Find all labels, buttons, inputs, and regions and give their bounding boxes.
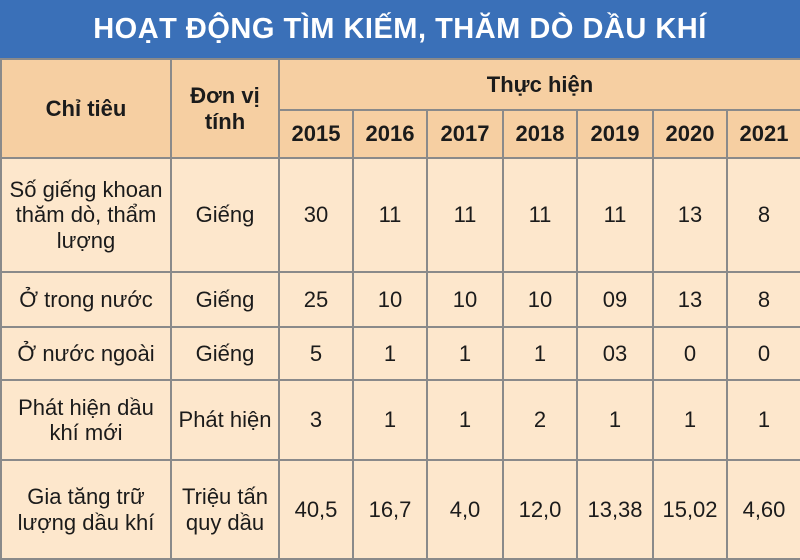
value-cell: 15,02: [652, 459, 728, 560]
year-header: 2016: [352, 109, 428, 159]
table-row: Phát hiện dầu khí mới Phát hiện 3 1 1 2 …: [0, 379, 800, 461]
value-cell: 0: [652, 326, 728, 381]
oil-gas-exploration-table: Chỉ tiêu Đơn vị tính Thực hiện 2015 2016…: [0, 58, 800, 560]
value-cell: 1: [426, 326, 504, 381]
value-cell: 0: [726, 326, 800, 381]
value-cell: 11: [426, 157, 504, 273]
value-cell: 5: [278, 326, 354, 381]
value-cell: 2: [502, 379, 578, 461]
value-cell: 1: [352, 379, 428, 461]
value-cell: 11: [352, 157, 428, 273]
table-title: HOẠT ĐỘNG TÌM KIẾM, THĂM DÒ DẦU KHÍ: [0, 0, 800, 58]
value-cell: 25: [278, 271, 354, 328]
table-row: Gia tăng trữ lượng dầu khí Triệu tấn quy…: [0, 459, 800, 560]
year-header: 2021: [726, 109, 800, 159]
value-cell: 4,0: [426, 459, 504, 560]
value-cell: 16,7: [352, 459, 428, 560]
value-cell: 10: [502, 271, 578, 328]
row-label: Ở nước ngoài: [0, 326, 172, 381]
value-cell: 3: [278, 379, 354, 461]
value-cell: 1: [352, 326, 428, 381]
value-cell: 13: [652, 157, 728, 273]
value-cell: 13,38: [576, 459, 654, 560]
header-performed: Thực hiện: [278, 58, 800, 111]
row-unit: Giếng: [170, 157, 280, 273]
value-cell: 12,0: [502, 459, 578, 560]
value-cell: 4,60: [726, 459, 800, 560]
year-header: 2018: [502, 109, 578, 159]
table-row: Ở trong nước Giếng 25 10 10 10 09 13 8: [0, 271, 800, 328]
header-indicator: Chỉ tiêu: [0, 58, 172, 159]
value-cell: 1: [726, 379, 800, 461]
value-cell: 1: [426, 379, 504, 461]
value-cell: 11: [502, 157, 578, 273]
value-cell: 40,5: [278, 459, 354, 560]
value-cell: 1: [576, 379, 654, 461]
value-cell: 1: [652, 379, 728, 461]
row-label: Gia tăng trữ lượng dầu khí: [0, 459, 172, 560]
value-cell: 10: [426, 271, 504, 328]
year-header: 2015: [278, 109, 354, 159]
row-unit: Phát hiện: [170, 379, 280, 461]
row-unit: Triệu tấn quy dầu: [170, 459, 280, 560]
table-row: Ở nước ngoài Giếng 5 1 1 1 03 0 0: [0, 326, 800, 381]
value-cell: 1: [502, 326, 578, 381]
value-cell: 30: [278, 157, 354, 273]
row-label: Số giếng khoan thăm dò, thẩm lượng: [0, 157, 172, 273]
value-cell: 8: [726, 271, 800, 328]
row-label: Phát hiện dầu khí mới: [0, 379, 172, 461]
value-cell: 13: [652, 271, 728, 328]
row-unit: Giếng: [170, 326, 280, 381]
table-row: Số giếng khoan thăm dò, thẩm lượng Giếng…: [0, 157, 800, 273]
row-label: Ở trong nước: [0, 271, 172, 328]
header-unit: Đơn vị tính: [170, 58, 280, 159]
row-unit: Giếng: [170, 271, 280, 328]
year-header: 2020: [652, 109, 728, 159]
value-cell: 8: [726, 157, 800, 273]
value-cell: 11: [576, 157, 654, 273]
year-header: 2019: [576, 109, 654, 159]
value-cell: 03: [576, 326, 654, 381]
value-cell: 10: [352, 271, 428, 328]
year-header: 2017: [426, 109, 504, 159]
value-cell: 09: [576, 271, 654, 328]
